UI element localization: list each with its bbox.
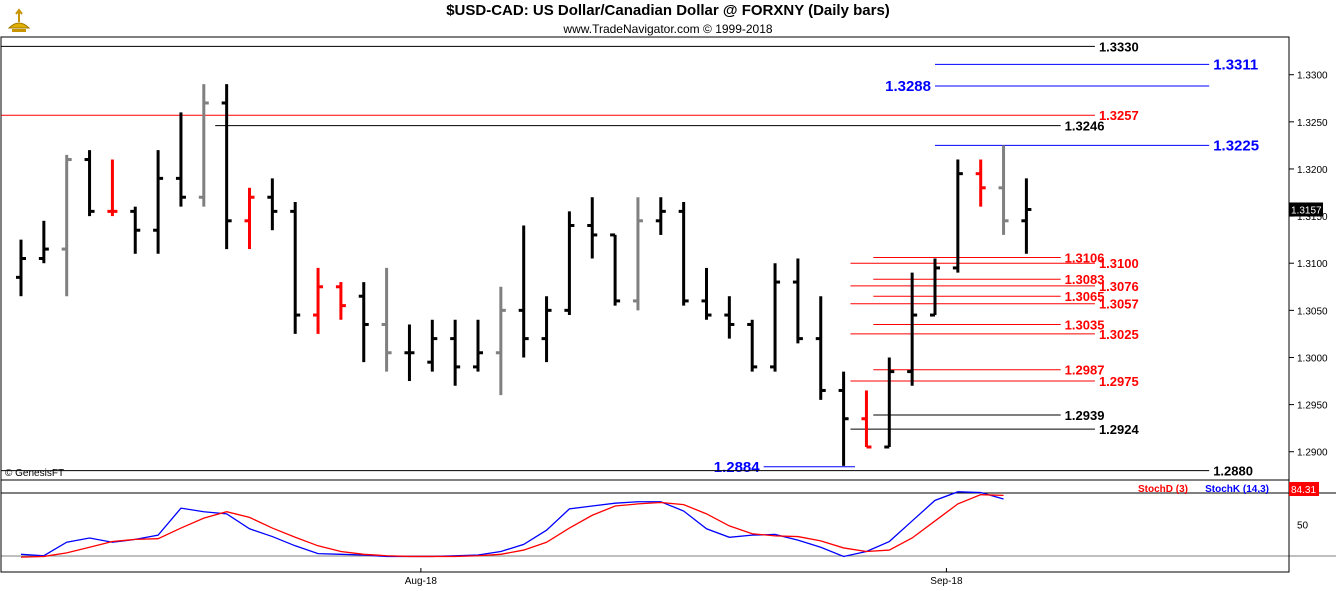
- y-tick-label: 1.3250: [1297, 118, 1328, 129]
- level-label: 1.3057: [1099, 297, 1139, 312]
- level-label: 1.3065: [1065, 289, 1105, 304]
- x-tick-label: Aug-18: [405, 576, 438, 587]
- y-tick-label: 1.3000: [1297, 353, 1328, 364]
- chart-subtitle: www.TradeNavigator.com © 1999-2018: [563, 22, 773, 36]
- last-price-badge: [1289, 202, 1323, 217]
- level-label: 1.3257: [1099, 108, 1139, 123]
- level-label: 1.2975: [1099, 374, 1139, 389]
- y-tick-label: 1.3300: [1297, 71, 1328, 82]
- y-tick-label: 1.2950: [1297, 401, 1328, 412]
- level-label: 1.2939: [1065, 408, 1105, 423]
- y-tick-label: 1.3050: [1297, 306, 1328, 317]
- level-label: 1.3106: [1065, 251, 1105, 266]
- level-label: 1.3035: [1065, 317, 1105, 332]
- y-tick-label: 1.2900: [1297, 448, 1328, 459]
- level-label: 1.3288: [885, 78, 931, 95]
- legend-stochd: StochD (3): [1138, 484, 1188, 495]
- level-label: 1.2884: [714, 459, 761, 476]
- level-label: 1.2924: [1099, 422, 1140, 437]
- y-tick-label: 1.3100: [1297, 259, 1328, 270]
- chart-frame: [0, 36, 1336, 573]
- stochastic-panel: StochD (3) StochK (14,3) 84.31 50: [20, 482, 1319, 558]
- stoch-line: [20, 491, 1004, 558]
- genie-lamp-logo: [7, 8, 31, 32]
- y-tick-label: 1.3200: [1297, 165, 1328, 176]
- stoch-y-tick-label: 50: [1297, 521, 1309, 532]
- stoch-value-badge: [1289, 482, 1319, 496]
- level-label: 1.3225: [1213, 137, 1259, 154]
- stoch-value-label: 84.31: [1291, 485, 1316, 496]
- level-label: 1.2880: [1213, 464, 1253, 479]
- legend-stochk: StochK (14,3): [1205, 484, 1269, 495]
- level-label: 1.3076: [1099, 279, 1139, 294]
- plot-border: [0, 36, 1290, 573]
- level-label: 1.3246: [1065, 119, 1105, 134]
- x-tick-label: Sep-18: [930, 576, 963, 587]
- chart-title: $USD-CAD: US Dollar/Canadian Dollar @ FO…: [446, 2, 890, 19]
- level-label: 1.3100: [1099, 256, 1139, 271]
- y-tick-label: 1.3150: [1297, 212, 1328, 223]
- level-label: 1.3025: [1099, 327, 1139, 342]
- last-price-label: 1.3157: [1291, 205, 1322, 216]
- level-label: 1.3083: [1065, 272, 1105, 287]
- stoch-line: [20, 494, 1004, 558]
- level-label: 1.3330: [1099, 39, 1139, 54]
- level-label: 1.3311: [1213, 56, 1258, 73]
- price-bars: [16, 84, 1032, 466]
- axes: 1.3300 1.3250 1.3200 1.3150 1.3100 1.3050 1.30…: [405, 71, 1328, 587]
- copyright-text: © GenesisFT: [5, 468, 65, 479]
- level-label: 1.2987: [1065, 363, 1105, 378]
